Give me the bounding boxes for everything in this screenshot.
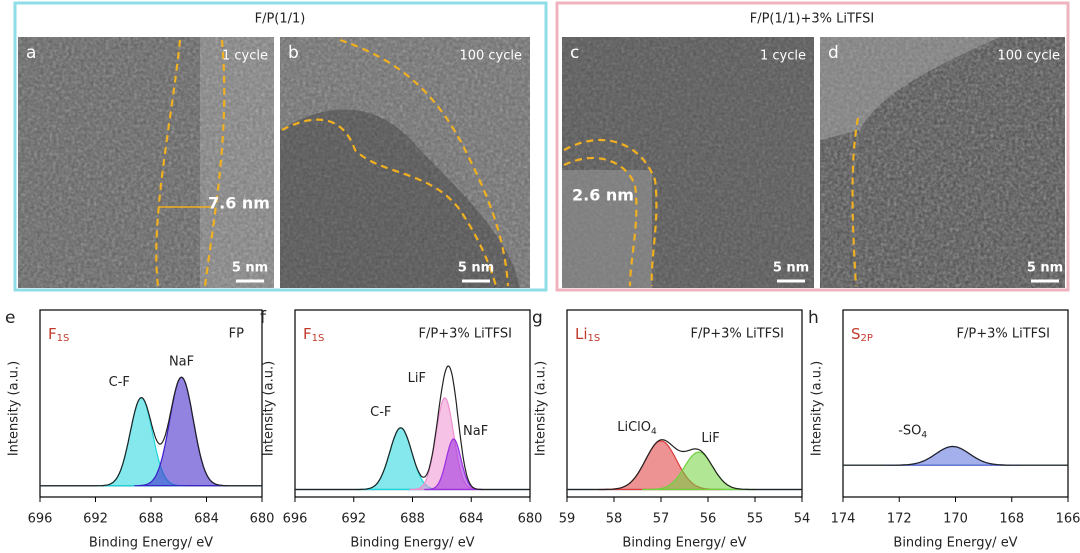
x-tick-label: 684 bbox=[194, 512, 219, 527]
sample-label: F/P+3% LiTFSI bbox=[419, 327, 512, 342]
scale-label: 5 nm bbox=[1027, 261, 1063, 276]
x-tick-label: 54 bbox=[794, 512, 811, 527]
x-tick-label: 692 bbox=[341, 512, 366, 527]
x-tick-label: 172 bbox=[887, 512, 912, 527]
peak-name: NaF bbox=[463, 424, 488, 439]
thickness-label: 2.6 nm bbox=[572, 186, 634, 205]
xps-charts: 696 692 688 684 680 Binding Energy/ eV Intensi… bbox=[5, 308, 1080, 551]
x-tick-label: 680 bbox=[518, 512, 543, 527]
scale-label: 5 nm bbox=[458, 261, 494, 276]
cycle-label: 1 cycle bbox=[222, 49, 268, 64]
cycle-label: 1 cycle bbox=[760, 49, 806, 64]
envelope bbox=[295, 365, 530, 491]
x-tick-label: 59 bbox=[559, 512, 576, 527]
peak-label: NaF bbox=[463, 424, 488, 439]
x-tick-label: 166 bbox=[1056, 512, 1080, 527]
x-tick-label: 56 bbox=[700, 512, 717, 527]
element-label: F1S bbox=[48, 325, 69, 345]
peak-label: LiF bbox=[408, 370, 426, 385]
peak-name: NaF bbox=[169, 354, 194, 369]
peak-name: LiF bbox=[408, 370, 426, 385]
x-tick-label: 58 bbox=[606, 512, 623, 527]
envelope bbox=[40, 376, 262, 487]
panel-letter: h bbox=[808, 308, 819, 328]
x-tick-label: 168 bbox=[999, 512, 1024, 527]
peak-subscript: 4 bbox=[651, 426, 657, 436]
peak-label: -SO4 bbox=[898, 423, 927, 440]
panel-letter: d bbox=[828, 43, 839, 63]
panel-letter: f bbox=[260, 308, 267, 328]
cycle-label: 100 cycle bbox=[997, 49, 1060, 64]
element-name: F bbox=[303, 325, 312, 343]
tem-image: a 1 cycle 7.6 nm 5 nm bbox=[18, 37, 274, 288]
element-name: S bbox=[851, 325, 861, 343]
x-axis-label: Binding Energy/ eV bbox=[893, 536, 1017, 551]
plot-frame bbox=[566, 309, 803, 498]
x-axis-label: Binding Energy/ eV bbox=[622, 536, 746, 551]
element-label: F1S bbox=[303, 325, 324, 345]
x-axis-label: Binding Energy/ eV bbox=[350, 536, 474, 551]
peak-name: C-F bbox=[370, 404, 391, 419]
peak-name: C-F bbox=[109, 374, 130, 389]
group-title: F/P(1/1) bbox=[255, 12, 306, 27]
group-box bbox=[555, 1, 1070, 292]
element-name: F bbox=[48, 325, 57, 343]
x-tick-label: 170 bbox=[943, 512, 968, 527]
panel-letter: b bbox=[288, 43, 299, 63]
sample-label: F/P+3% LiTFSI bbox=[691, 327, 784, 342]
peak-name: LiF bbox=[701, 431, 719, 446]
y-axis-label: Intensity (a.u.) bbox=[262, 361, 277, 456]
peak-component bbox=[885, 445, 1021, 466]
panel-letter: c bbox=[570, 43, 579, 63]
scale-label: 5 nm bbox=[232, 261, 268, 276]
group-title: F/P(1/1)+3% LiTFSI bbox=[750, 12, 875, 27]
x-tick-label: 680 bbox=[250, 512, 275, 527]
tem-image: b 100 cycle 5 nm bbox=[280, 37, 530, 288]
panel-letter: a bbox=[26, 43, 36, 63]
cycle-label: 100 cycle bbox=[459, 49, 522, 64]
peak-label: LiF bbox=[701, 431, 719, 446]
element-subscript: 1S bbox=[312, 333, 325, 344]
group-box bbox=[13, 1, 548, 292]
peak-name: LiClO bbox=[617, 419, 651, 434]
panel-letter: e bbox=[5, 308, 15, 328]
y-axis-label: Intensity (a.u.) bbox=[534, 361, 549, 456]
sample-label: F/P+3% LiTFSI bbox=[957, 327, 1050, 342]
x-tick-label: 174 bbox=[831, 512, 856, 527]
tem-image: d 100 cycle 5 nm bbox=[820, 37, 1065, 288]
x-tick-label: 55 bbox=[747, 512, 764, 527]
element-subscript: 1S bbox=[57, 333, 70, 344]
peak-label: NaF bbox=[169, 354, 194, 369]
tem-image: c 1 cycle 2.6 nm 5 nm bbox=[562, 37, 814, 288]
x-tick-label: 696 bbox=[283, 512, 308, 527]
element-subscript: 1S bbox=[588, 333, 601, 344]
peak-subscript: 4 bbox=[921, 430, 927, 440]
panel-letter: g bbox=[532, 308, 543, 328]
x-tick-label: 57 bbox=[653, 512, 670, 527]
y-axis-label: Intensity (a.u.) bbox=[7, 361, 22, 456]
envelope bbox=[843, 445, 1068, 466]
x-tick-label: 696 bbox=[28, 512, 53, 527]
x-tick-label: 684 bbox=[459, 512, 484, 527]
peak-label: LiClO4 bbox=[617, 419, 657, 436]
y-axis-label: Intensity (a.u.) bbox=[810, 361, 825, 456]
element-label: S2P bbox=[851, 325, 873, 345]
element-subscript: 2P bbox=[861, 333, 873, 344]
element-name: Li bbox=[575, 325, 588, 343]
scale-label: 5 nm bbox=[773, 261, 809, 276]
sample-label: FP bbox=[229, 327, 244, 342]
x-tick-label: 688 bbox=[139, 512, 164, 527]
x-tick-label: 692 bbox=[83, 512, 108, 527]
envelope bbox=[567, 439, 802, 491]
thickness-label: 7.6 nm bbox=[208, 194, 270, 213]
element-label: Li1S bbox=[575, 325, 600, 345]
peak-label: C-F bbox=[370, 404, 391, 419]
x-axis-label: Binding Energy/ eV bbox=[89, 536, 213, 551]
x-tick-label: 688 bbox=[400, 512, 425, 527]
peak-name: -SO bbox=[898, 423, 921, 438]
peak-label: C-F bbox=[109, 374, 130, 389]
